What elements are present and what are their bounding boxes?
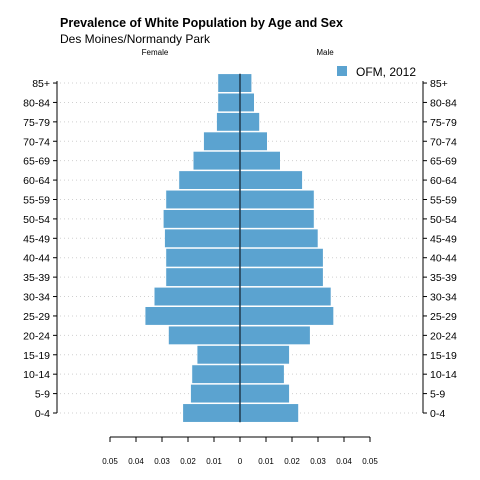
left-category-label: 80-84 (23, 97, 50, 109)
male-bar-75-79 (239, 112, 260, 132)
left-category-label: 60-64 (23, 175, 50, 187)
female-bar-60-64 (178, 170, 241, 190)
right-category-label: 25-29 (430, 311, 457, 323)
male-bar-10-14 (239, 364, 285, 384)
male-bar-55-59 (239, 189, 315, 210)
female-bar-15-19 (196, 345, 241, 365)
right-category-label: 40-44 (430, 253, 457, 265)
male-bar-80-84 (239, 92, 255, 112)
right-category-label: 35-39 (430, 272, 457, 284)
female-bar-35-39 (165, 267, 241, 287)
male-bar-40-44 (239, 248, 324, 268)
x-tick-label: 0.05 (362, 457, 378, 466)
right-category-label: 45-49 (430, 233, 457, 245)
left-category-label: 5-9 (35, 389, 50, 401)
left-category-label: 20-24 (23, 330, 50, 342)
male-bar-70-74 (239, 131, 268, 151)
right-category-label: 30-34 (430, 292, 457, 304)
female-bar-30-34 (153, 286, 241, 307)
right-category-label: 20-24 (430, 330, 457, 342)
right-category-label: 75-79 (430, 117, 457, 129)
left-category-label: 30-34 (23, 292, 50, 304)
right-category-label: 80-84 (430, 97, 457, 109)
x-tick-label: 0.03 (154, 457, 170, 466)
left-category-label: 40-44 (23, 253, 50, 265)
chart-title: Prevalence of White Population by Age an… (60, 16, 343, 30)
x-tick-label: 0.01 (258, 457, 274, 466)
left-category-label: 50-54 (23, 214, 50, 226)
male-bar-65-69 (239, 151, 281, 171)
male-bar-20-24 (239, 325, 311, 345)
female-bar-45-49 (164, 228, 241, 248)
male-bar-25-29 (239, 306, 334, 326)
right-category-label: 65-69 (430, 156, 457, 168)
left-category-label: 70-74 (23, 136, 50, 148)
female-side-label: Female (142, 48, 169, 57)
female-bar-50-54 (163, 209, 241, 229)
male-bar-0-4 (239, 403, 299, 423)
male-bar-85+ (239, 73, 252, 93)
female-bar-10-14 (191, 364, 241, 384)
female-bar-80-84 (217, 92, 241, 112)
female-bar-5-9 (190, 384, 241, 404)
axes (53, 73, 427, 442)
legend: OFM, 2012 (337, 65, 416, 79)
male-bar-35-39 (239, 267, 324, 287)
right-category-label: 0-4 (430, 408, 445, 420)
right-category-label: 15-19 (430, 350, 457, 362)
male-bar-15-19 (239, 345, 290, 365)
female-bar-75-79 (216, 112, 241, 132)
right-category-label: 70-74 (430, 136, 457, 148)
left-category-label: 65-69 (23, 156, 50, 168)
left-category-label: 85+ (32, 78, 50, 90)
female-bar-25-29 (144, 306, 241, 326)
female-bar-85+ (217, 73, 241, 93)
female-bar-55-59 (165, 189, 241, 210)
male-bar-5-9 (239, 384, 290, 404)
left-category-label: 45-49 (23, 233, 50, 245)
female-bar-0-4 (182, 403, 241, 423)
left-category-label: 15-19 (23, 350, 50, 362)
right-category-label: 10-14 (430, 369, 457, 381)
female-bar-65-69 (192, 151, 241, 171)
x-tick-label: 0.05 (102, 457, 118, 466)
x-tick-label: 0.04 (128, 457, 144, 466)
right-category-label: 50-54 (430, 214, 457, 226)
male-bar-45-49 (239, 228, 319, 248)
x-tick-label: 0.03 (310, 457, 326, 466)
left-category-label: 35-39 (23, 272, 50, 284)
female-bar-20-24 (168, 325, 241, 345)
male-bar-30-34 (239, 286, 332, 307)
right-category-label: 60-64 (430, 175, 457, 187)
left-category-label: 55-59 (23, 194, 50, 206)
female-bar-40-44 (165, 248, 241, 268)
male-side-label: Male (316, 48, 334, 57)
right-category-label: 85+ (430, 78, 448, 90)
x-tick-label: 0 (238, 457, 243, 466)
x-tick-label: 0.04 (336, 457, 352, 466)
left-category-label: 0-4 (35, 408, 50, 420)
right-category-label: 55-59 (430, 194, 457, 206)
left-category-label: 25-29 (23, 311, 50, 323)
right-category-label: 5-9 (430, 389, 445, 401)
male-bar-50-54 (239, 209, 315, 229)
male-bar-60-64 (239, 170, 303, 190)
tick-labels: 0-4 0-4 5-9 5-9 10-14 10-14 15-19 15-19 20-24 20-… (23, 78, 457, 466)
x-tick-label: 0.01 (206, 457, 222, 466)
left-category-label: 75-79 (23, 117, 50, 129)
legend-label: OFM, 2012 (356, 65, 416, 79)
x-tick-label: 0.02 (284, 457, 300, 466)
chart-subtitle: Des Moines/Normandy Park (60, 32, 211, 46)
female-bar-70-74 (203, 131, 241, 151)
legend-swatch (337, 66, 347, 76)
left-category-label: 10-14 (23, 369, 50, 381)
x-tick-label: 0.02 (180, 457, 196, 466)
